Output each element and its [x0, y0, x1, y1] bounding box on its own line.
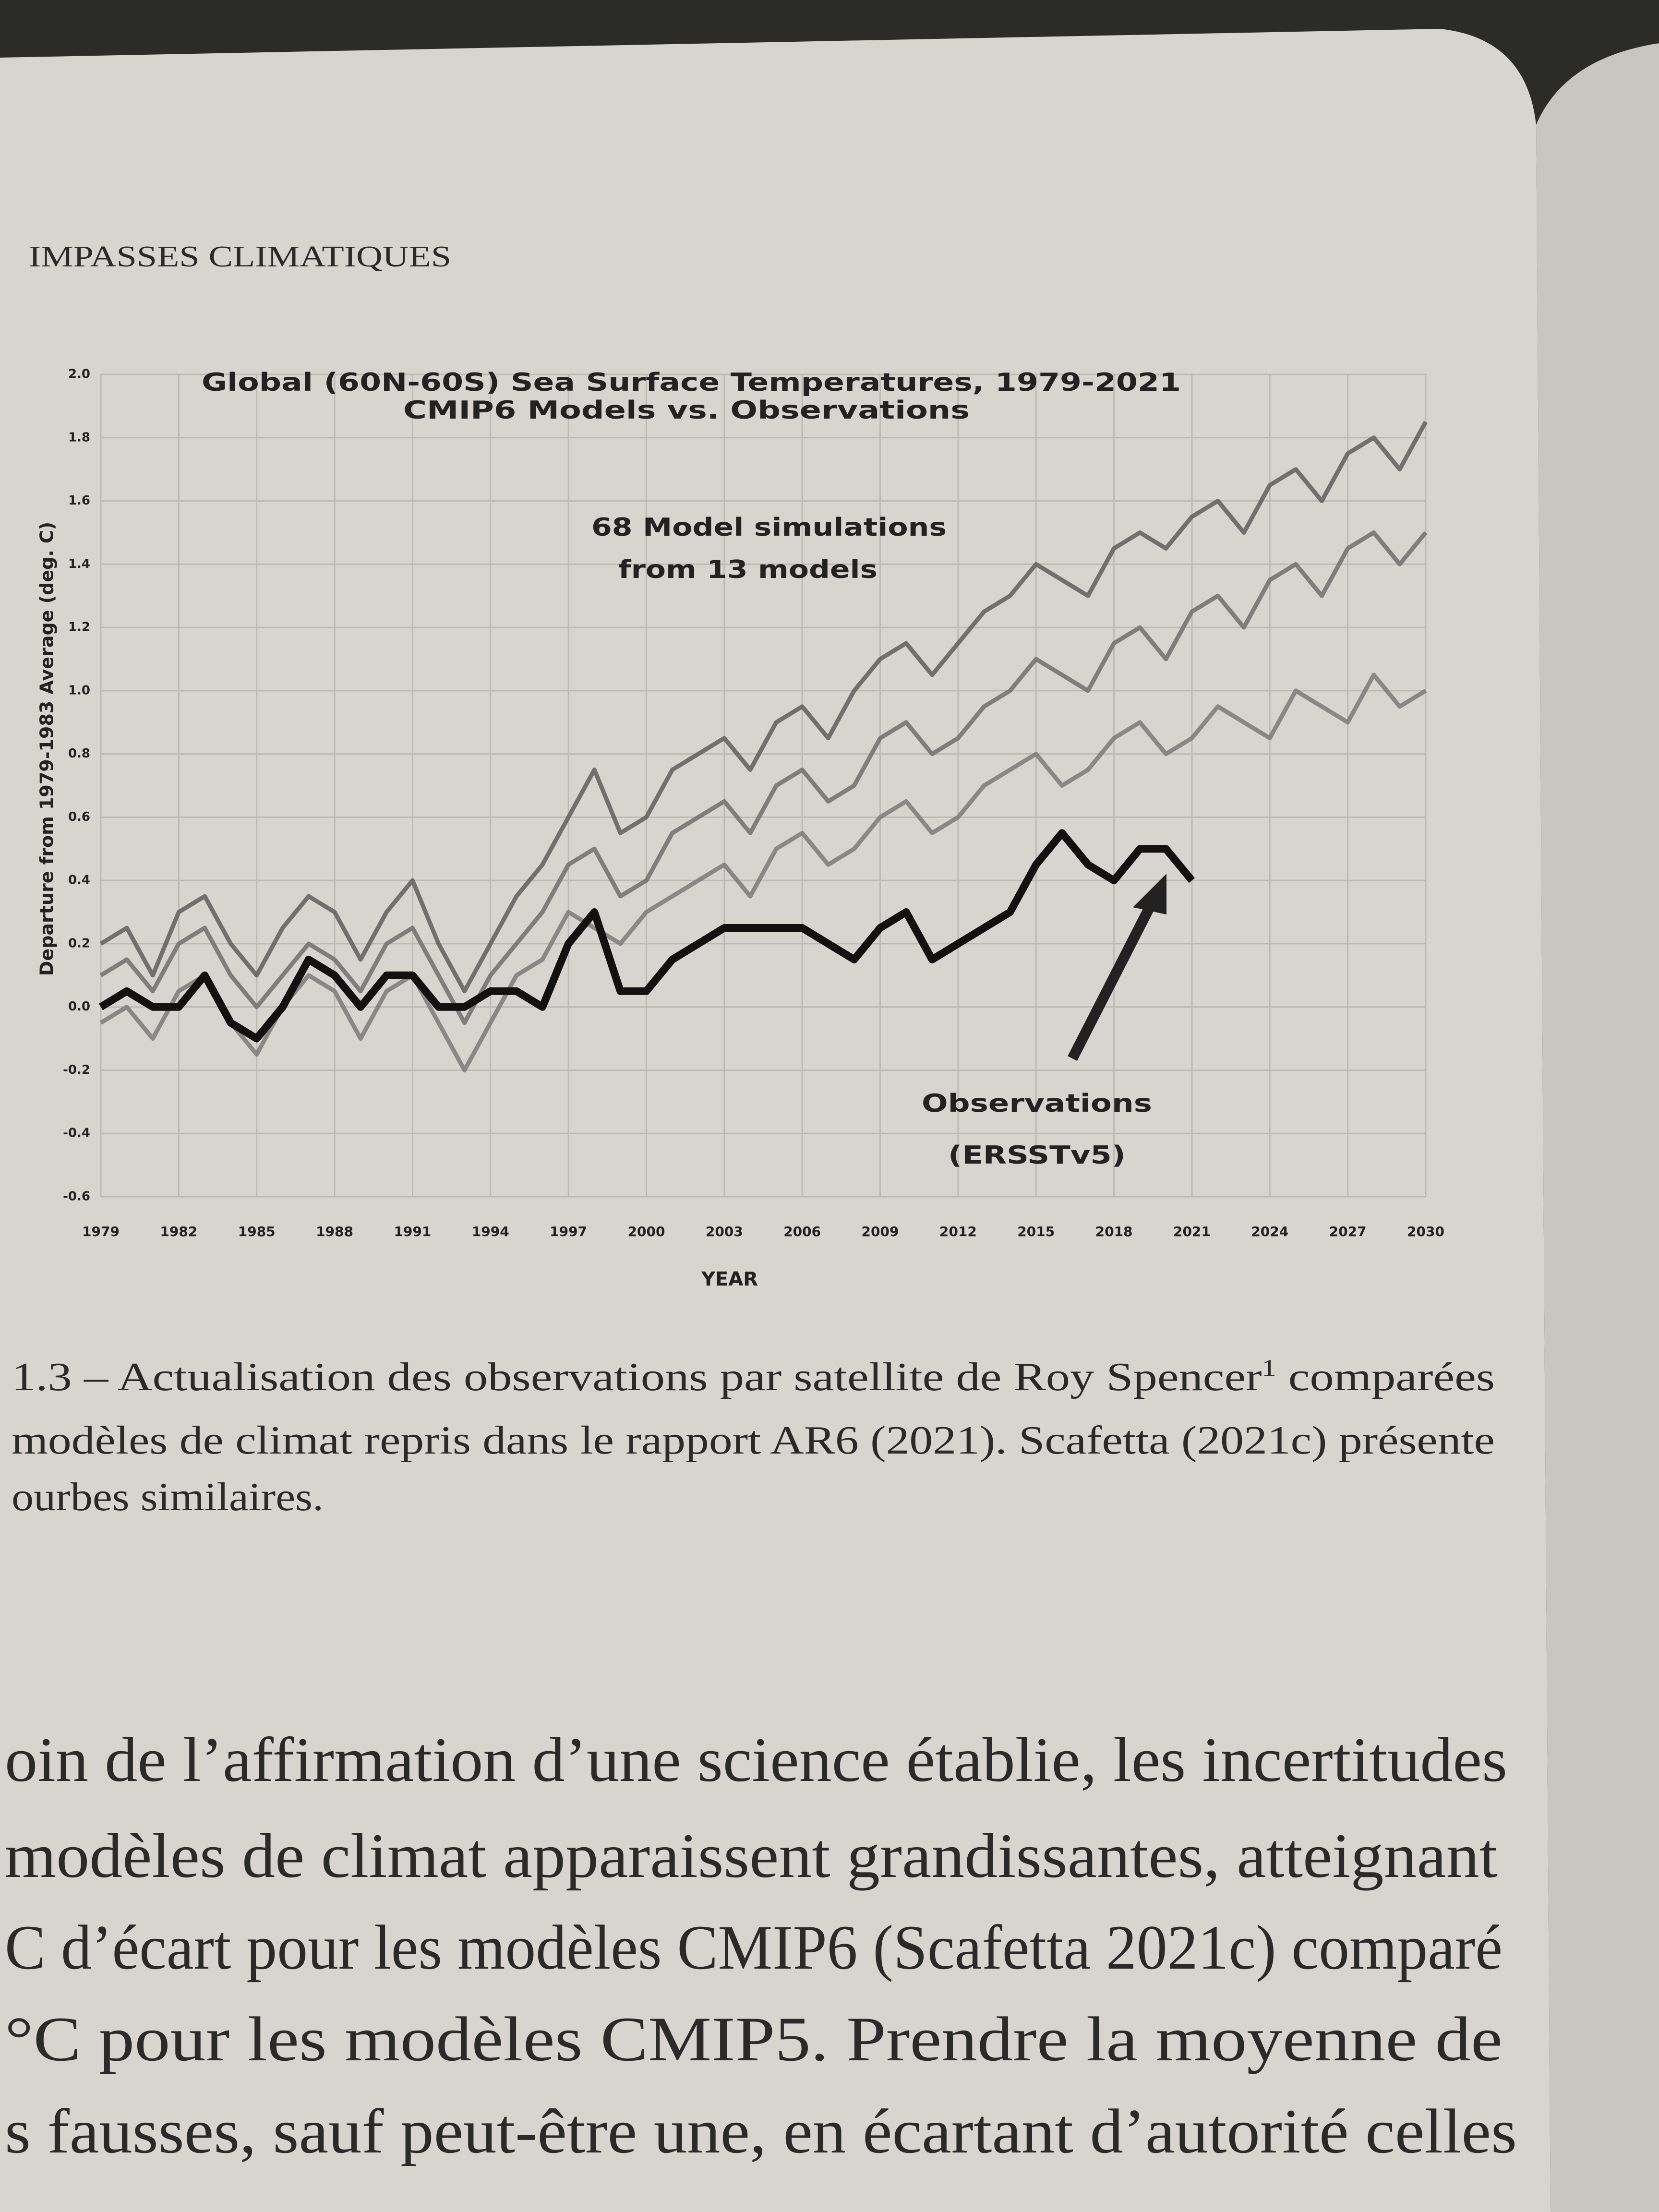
x-tick-label: 2009: [862, 1224, 899, 1239]
arrow-shaft: [1068, 900, 1157, 1061]
y-tick-label: -0.2: [63, 1063, 90, 1077]
x-tick-label: 1997: [550, 1224, 587, 1239]
body-line: C d’écart pour les modèles CMIP6 (Scafet…: [5, 1912, 1503, 1983]
y-tick-label: 0.6: [68, 810, 90, 824]
chart-title: Global (60N-60S) Sea Surface Temperature…: [202, 368, 1181, 397]
caption: 1.3 – Actualisation des observations par…: [12, 1354, 1495, 1519]
series-line: [99, 421, 1428, 994]
x-tick-label: 1994: [472, 1224, 509, 1239]
book-page: [0, 29, 1551, 2212]
x-tick-label: 2030: [1407, 1224, 1444, 1239]
body-line: s fausses, sauf peut-être une, en écarta…: [5, 2096, 1517, 2166]
caption-line: ourbes similaires.: [12, 1475, 324, 1519]
chart-subtitle: CMIP6 Models vs. Observations: [403, 396, 970, 425]
caption-text: 1.3 – Actualisation des observations par…: [12, 1355, 1262, 1399]
y-tick-label: 0.4: [68, 873, 90, 888]
x-tick-label: 1985: [238, 1224, 276, 1239]
annotation: 68 Model simulations: [591, 513, 947, 542]
y-tick-label: -0.6: [63, 1190, 90, 1204]
x-tick-label: 2015: [1017, 1224, 1055, 1239]
y-tick-label: 1.0: [68, 683, 90, 697]
body-line: oin de l’affirmation d’une science établ…: [5, 1724, 1507, 1795]
x-tick-label: 1988: [316, 1224, 353, 1239]
caption-text: modèles de climat repris dans le rapport…: [12, 1418, 1495, 1463]
series-line: [99, 530, 1428, 1025]
y-tick-label: 2.0: [68, 367, 90, 382]
y-tick-label: -0.4: [63, 1126, 90, 1141]
annotation: from 13 models: [618, 555, 878, 584]
y-tick-label: 0.0: [68, 999, 90, 1014]
y-tick-label: 1.6: [68, 493, 90, 508]
grid: [100, 373, 1427, 1198]
body-text: oin de l’affirmation d’une science établ…: [5, 1724, 1517, 2166]
caption-text: ourbes similaires.: [12, 1475, 324, 1519]
x-axis-label: YEAR: [701, 1268, 758, 1290]
series-line: [99, 673, 1427, 1072]
next-page: [1536, 43, 1659, 2212]
body-line: modèles de climat apparaissent grandissa…: [5, 1820, 1498, 1891]
x-tick-label: 2000: [628, 1224, 665, 1239]
x-tick-label: 1982: [160, 1224, 197, 1239]
annotation: Observations: [922, 1089, 1152, 1118]
x-tick-label: 2006: [783, 1224, 821, 1239]
y-tick-label: 1.4: [68, 557, 90, 571]
annotation: (ERSSTv5): [948, 1141, 1126, 1170]
caption-text: comparées: [1276, 1355, 1495, 1399]
running-head: IMPASSES CLIMATIQUES: [29, 240, 451, 273]
caption-line: modèles de climat repris dans le rapport…: [12, 1418, 1495, 1463]
x-tick-label: 1979: [82, 1224, 120, 1239]
body-line: °C pour les modèles CMIP5. Prendre la mo…: [5, 2004, 1503, 2074]
x-tick-label: 1991: [394, 1224, 431, 1239]
caption-line: 1.3 – Actualisation des observations par…: [12, 1354, 1495, 1399]
arrow-head: [1133, 874, 1166, 914]
y-tick-label: 0.2: [68, 936, 90, 950]
x-tick-label: 2027: [1329, 1224, 1367, 1239]
y-axis-label: Departure from 1979-1983 Average (deg. C…: [36, 522, 58, 976]
x-tick-label: 2003: [706, 1224, 743, 1239]
y-tick-label: 0.8: [68, 746, 90, 761]
x-tick-label: 2024: [1251, 1224, 1288, 1239]
chart: 2.0 1.8 1.6 1.4 1.2 1.0 0.8 0.6 0.4 0.2 0.0 -0.2 -0.…: [36, 367, 1444, 1291]
footnote-ref: 1: [1262, 1354, 1276, 1381]
x-tick-label: 2012: [939, 1224, 977, 1239]
y-tick-label: 1.2: [68, 620, 90, 635]
x-tick-label: 2018: [1095, 1224, 1133, 1239]
y-tick-label: 1.8: [68, 430, 90, 445]
series-line: [98, 829, 1195, 1043]
x-tick-label: 2021: [1173, 1224, 1211, 1239]
